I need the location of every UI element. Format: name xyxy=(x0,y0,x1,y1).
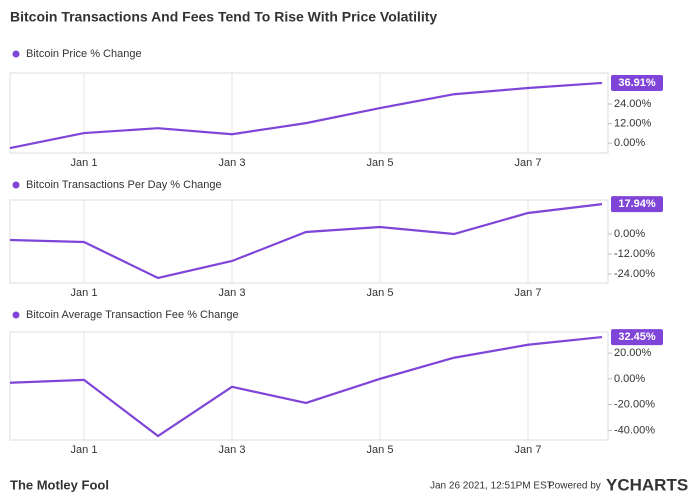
provider: YCHARTS xyxy=(606,475,688,494)
x-tick-label: Jan 1 xyxy=(71,287,98,299)
plot-area xyxy=(9,72,609,154)
y-tick-label: 0.00% xyxy=(614,228,645,240)
brand: The Motley Fool xyxy=(10,477,109,492)
legend-marker xyxy=(12,50,20,58)
legend-marker xyxy=(12,311,20,319)
y-tick-label: -12.00% xyxy=(614,248,655,260)
value-label: 17.94% xyxy=(618,198,656,210)
plot-area xyxy=(9,331,609,441)
value-label: 36.91% xyxy=(618,77,656,89)
x-tick-label: Jan 5 xyxy=(367,157,394,169)
legend-label: Bitcoin Average Transaction Fee % Change xyxy=(26,309,239,321)
y-tick-label: 24.00% xyxy=(614,98,652,110)
y-tick-label: -40.00% xyxy=(614,424,655,436)
y-tick-label: 0.00% xyxy=(614,373,645,385)
x-tick-label: Jan 5 xyxy=(367,444,394,456)
legend-label: Bitcoin Price % Change xyxy=(26,48,142,60)
series-line xyxy=(9,81,603,150)
x-tick-label: Jan 5 xyxy=(367,287,394,299)
y-tick-label: 20.00% xyxy=(614,347,652,359)
x-tick-label: Jan 1 xyxy=(71,157,98,169)
timestamp: Jan 26 2021, 12:51PM EST. xyxy=(430,481,555,492)
chart-title: Bitcoin Transactions And Fees Tend To Ri… xyxy=(10,9,437,25)
legend-marker xyxy=(12,181,20,189)
plot-area xyxy=(9,199,609,284)
value-label: 32.45% xyxy=(618,331,656,343)
series-line xyxy=(9,203,603,280)
value-label-box xyxy=(611,329,663,346)
y-tick-label: 12.00% xyxy=(614,118,652,130)
powered-by: Powered by xyxy=(548,481,601,492)
y-tick-label: -20.00% xyxy=(614,399,655,411)
legend-label: Bitcoin Transactions Per Day % Change xyxy=(26,179,222,191)
x-tick-label: Jan 7 xyxy=(515,287,542,299)
y-tick-label: -24.00% xyxy=(614,268,655,280)
value-label-box xyxy=(611,74,663,91)
x-tick-label: Jan 7 xyxy=(515,444,542,456)
x-tick-label: Jan 7 xyxy=(515,157,542,169)
y-tick-label: 0.00% xyxy=(614,137,645,149)
x-tick-label: Jan 3 xyxy=(219,287,246,299)
series-line xyxy=(9,335,603,438)
value-label-box xyxy=(611,196,663,213)
x-tick-label: Jan 1 xyxy=(71,444,98,456)
x-tick-label: Jan 3 xyxy=(219,444,246,456)
x-tick-label: Jan 3 xyxy=(219,157,246,169)
